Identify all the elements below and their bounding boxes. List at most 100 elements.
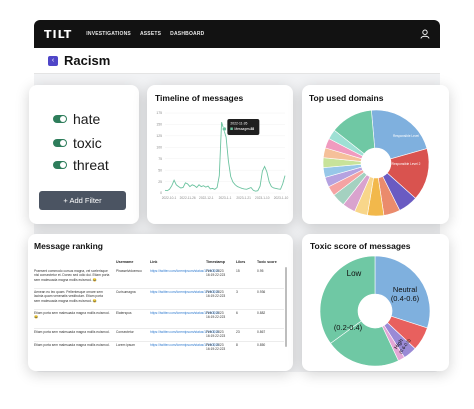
row-timestamp: Feb 7, 2023 16:19:22:223 <box>206 290 226 299</box>
row-link[interactable]: https://twitter.com/loremipsum/status/17… <box>150 330 219 334</box>
col-likes: Likes <box>236 260 246 264</box>
row-message: Etiam porta sem malesuada magna mollis e… <box>34 330 110 334</box>
row-likes: 8 <box>236 343 238 347</box>
ranking-title: Message ranking <box>34 241 103 251</box>
filter-label: hate <box>73 111 101 127</box>
nav-assets[interactable]: ASSETS <box>139 31 162 37</box>
y-tick-label: 75 <box>158 157 162 161</box>
tooltip-box <box>227 119 260 135</box>
domain-slice-0 <box>371 109 428 160</box>
tooltip-swatch <box>230 127 233 130</box>
x-tick-label: 2022-11-26 <box>180 196 196 200</box>
row-divider <box>34 341 284 342</box>
col-timestamp: Timestamp <box>206 260 225 264</box>
toxic-label-high: High <box>393 338 404 351</box>
row-timestamp: Feb 7, 2023 16:19:22:223 <box>206 311 226 320</box>
row-toxic-score: 0.867 <box>257 330 266 334</box>
tooltip-series-label: Messages: <box>234 127 250 131</box>
y-tick-label: 50 <box>158 168 162 172</box>
row-timestamp: Feb 7, 2023 16:19:22:223 <box>206 269 226 278</box>
row-link[interactable]: https://twitter.com/loremipsum/status/17… <box>150 269 219 273</box>
row-message: Etiam porta sem malesuada magna mollis e… <box>34 311 110 320</box>
x-tick-label: 2022-12-1 <box>199 196 214 200</box>
row-toxic-score: 0.95 <box>257 269 264 273</box>
y-tick-label: 175 <box>156 111 162 115</box>
row-likes: 3 <box>236 290 238 294</box>
x-tick-label: 2023-1-21 <box>236 196 251 200</box>
row-likes: 15 <box>236 269 240 273</box>
nav-dashboard[interactable]: DASHBOARD <box>170 31 205 37</box>
row-link[interactable]: https://twitter.com/loremipsum/status/17… <box>150 311 219 315</box>
toxic-label-neutral: Neutral <box>393 285 418 294</box>
filter-label: threat <box>73 157 109 173</box>
row-message: Etiam porta sem malesuada magna mollis e… <box>34 343 110 347</box>
row-message: Aenean eu leo quam. Pellentesque ornare … <box>34 290 103 303</box>
row-message: Praesent commodo cursus magna, vel scele… <box>34 269 110 282</box>
timeline-card: Timeline of messages 175 150 125 100 75 50 25 0… <box>147 85 293 224</box>
nav-investigations[interactable]: INVESTIGATIONS <box>86 31 131 37</box>
tooltip-point <box>222 126 227 132</box>
back-button[interactable]: ‹ <box>48 55 58 66</box>
row-likes: 6 <box>236 311 238 315</box>
row-toxic-score: 0.882 <box>257 311 266 315</box>
add-filter-button[interactable]: + Add Filter <box>39 191 126 210</box>
col-toxic-score: Toxic score <box>257 260 277 264</box>
col-link: Link <box>150 260 158 264</box>
filter-hate[interactable]: hate <box>53 111 100 127</box>
filter-toxic[interactable]: toxic <box>53 135 102 151</box>
domains-donut-chart: Responsible Level Responsible Level 2 <box>322 109 430 217</box>
y-tick-label: 0 <box>160 191 162 195</box>
toggle-icon[interactable] <box>53 161 67 169</box>
x-tick-label: 2023-1-10 <box>255 196 270 200</box>
row-divider <box>34 328 284 329</box>
toxic-label-low: Low <box>347 269 362 278</box>
row-timestamp: Feb 7, 2023 16:19:22:223 <box>206 330 226 339</box>
row-toxic-score: 0.936 <box>257 290 266 294</box>
toxic-title: Toxic score of messages <box>310 241 411 251</box>
toggle-icon[interactable] <box>53 139 67 147</box>
domain-slice-label: Responsible Level <box>393 134 419 138</box>
row-link[interactable]: https://twitter.com/loremipsum/status/17… <box>150 290 219 294</box>
domains-card: Top used domains Responsible Level Respon… <box>302 85 449 224</box>
row-divider <box>34 309 284 310</box>
x-tick-label: 2023-1-10 <box>274 196 289 200</box>
toxic-slice-4 <box>330 320 399 367</box>
row-link[interactable]: https://twitter.com/loremipsum/status/17… <box>150 343 219 347</box>
top-nav-bar: TILT INVESTIGATIONS ASSETS DASHBOARD <box>34 20 440 48</box>
filter-threat[interactable]: threat <box>53 157 109 173</box>
domain-slice-15 <box>333 109 376 155</box>
row-divider <box>34 288 284 289</box>
user-icon[interactable] <box>420 29 430 39</box>
col-username: Username <box>116 260 134 264</box>
row-timestamp: Feb 7, 2023 16:19:22:223 <box>206 343 226 352</box>
toxic-slice-0 <box>374 255 431 329</box>
row-username: Lorem ipsum <box>116 343 136 347</box>
domains-title: Top used domains <box>309 93 384 103</box>
row-username: Curisumagna <box>116 290 136 294</box>
domain-slice-label: Responsible Level 2 <box>392 162 421 166</box>
row-username: Consectetur <box>116 330 134 334</box>
tooltip-date: 2022-11-26 <box>230 122 247 126</box>
timeline-series-line <box>164 121 286 192</box>
y-tick-label: 125 <box>156 134 162 138</box>
ranking-scrollbar[interactable] <box>285 267 287 347</box>
tilt-logo[interactable]: TILT <box>44 27 73 41</box>
toggle-icon[interactable] <box>53 115 67 123</box>
toxic-donut-chart: Neutral(0.4-0.6)High(0.6-0.8)Low(0.2-0.4… <box>319 255 431 367</box>
row-likes: 23 <box>236 330 240 334</box>
toxic-slice-5 <box>319 255 376 344</box>
page-header: ‹ Racism <box>34 48 440 74</box>
tooltip-value: 38 <box>250 127 254 131</box>
filter-label: toxic <box>73 135 102 151</box>
toxic-label-neutral-range: (0.4-0.6) <box>391 294 420 303</box>
y-tick-label: 25 <box>158 180 162 184</box>
timeline-title: Timeline of messages <box>155 93 244 103</box>
y-tick-label: 100 <box>156 145 162 149</box>
x-tick-label: 2023-1-1 <box>219 196 232 200</box>
filters-card: hate toxic threat + Add Filter <box>29 85 139 224</box>
row-username: Elaterspus <box>116 311 132 315</box>
toxic-label-mid-range: (0.2-0.4) <box>334 323 363 332</box>
row-username: Phasselvidoemco <box>116 269 142 273</box>
